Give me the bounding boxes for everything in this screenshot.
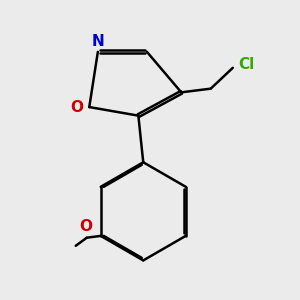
Text: N: N — [92, 34, 104, 49]
Text: O: O — [71, 100, 84, 115]
Text: Cl: Cl — [238, 57, 255, 72]
Text: O: O — [80, 219, 92, 234]
